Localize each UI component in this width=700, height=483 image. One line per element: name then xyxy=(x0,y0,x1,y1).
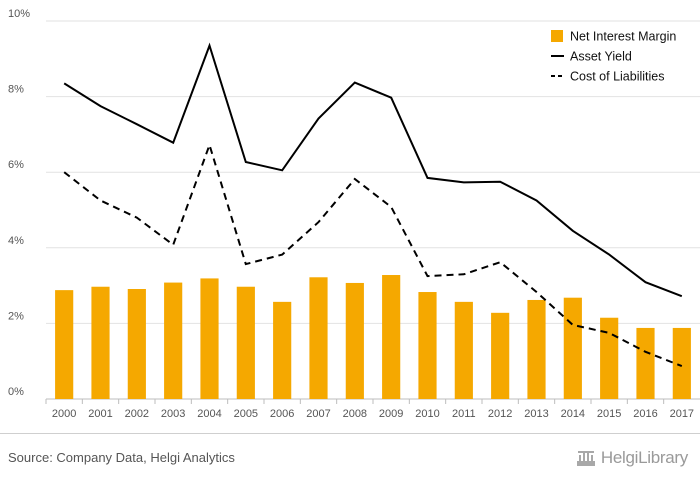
y-axis: 0% 2% 4% 6% 8% 10% xyxy=(8,8,30,398)
source-note: Source: Company Data, Helgi Analytics xyxy=(8,450,235,465)
bar-net-interest-margin xyxy=(454,301,473,399)
logo-text: HelgiLibrary xyxy=(600,448,688,467)
bar-net-interest-margin xyxy=(200,278,219,399)
line-series xyxy=(63,42,683,368)
x-tick-label: 2012 xyxy=(488,408,512,420)
bar-net-interest-margin xyxy=(418,292,437,399)
legend-swatch-net-interest-margin xyxy=(551,30,563,42)
x-tick-label: 2001 xyxy=(88,408,112,420)
x-tick-label: 2013 xyxy=(524,408,548,420)
bar-series-net-interest-margin xyxy=(55,275,691,399)
x-tick-label: 2000 xyxy=(52,408,76,420)
bar-net-interest-margin xyxy=(273,301,292,399)
bar-net-interest-margin xyxy=(491,312,510,399)
x-tick-label: 2009 xyxy=(379,408,403,420)
x-tick-label: 2008 xyxy=(343,408,367,420)
legend: Net Interest Margin Asset Yield Cost of Li… xyxy=(551,30,676,84)
bar-net-interest-margin xyxy=(91,286,110,399)
bar-net-interest-margin xyxy=(600,317,619,399)
x-tick-label: 2003 xyxy=(161,408,185,420)
x-tick-label: 2015 xyxy=(597,408,621,420)
bar-net-interest-margin xyxy=(309,277,328,399)
legend-label: Asset Yield xyxy=(570,50,632,64)
x-tick-label: 2007 xyxy=(306,408,330,420)
chart: 0%2%4%6%8%10% 2000 2001 2002 2003 2004 2005 20… xyxy=(8,8,700,420)
line-asset-yield xyxy=(63,42,683,298)
y-tick-label: 10% xyxy=(8,8,30,20)
bar-net-interest-margin xyxy=(164,282,183,399)
helgilibrary-logo: HelgiLibrary xyxy=(575,447,688,469)
bar-net-interest-margin xyxy=(527,299,546,399)
y-tick-label: 0% xyxy=(8,386,24,398)
x-tick-label: 2006 xyxy=(270,408,294,420)
x-tick-label: 2005 xyxy=(234,408,258,420)
legend-label: Net Interest Margin xyxy=(570,30,676,44)
y-tick-label: 4% xyxy=(8,235,24,247)
x-tick-label: 2014 xyxy=(561,408,585,420)
y-tick-label: 2% xyxy=(8,310,24,322)
legend-label: Cost of Liabilities xyxy=(570,70,665,84)
bar-net-interest-margin xyxy=(672,327,691,399)
x-axis: 2000 2001 2002 2003 2004 2005 2006 2007 2008 2009… xyxy=(45,399,694,420)
bar-net-interest-margin xyxy=(636,327,655,399)
library-logo-icon xyxy=(576,451,595,466)
bar-net-interest-margin xyxy=(345,282,364,399)
y-tick-label: 8% xyxy=(8,84,24,96)
bar-net-interest-margin xyxy=(236,286,255,399)
x-tick-label: 2016 xyxy=(633,408,657,420)
footer-divider xyxy=(0,433,700,434)
bar-net-interest-margin xyxy=(382,275,401,399)
x-tick-label: 2010 xyxy=(415,408,439,420)
bar-net-interest-margin xyxy=(127,289,146,399)
x-tick-label: 2017 xyxy=(670,408,694,420)
y-tick-label: 6% xyxy=(8,159,24,171)
x-tick-label: 2011 xyxy=(452,408,476,420)
x-tick-label: 2004 xyxy=(197,408,221,420)
bar-net-interest-margin xyxy=(55,290,74,399)
x-tick-label: 2002 xyxy=(125,408,149,420)
line-cost-of-liabilities xyxy=(63,141,683,368)
bar-net-interest-margin xyxy=(563,297,582,399)
